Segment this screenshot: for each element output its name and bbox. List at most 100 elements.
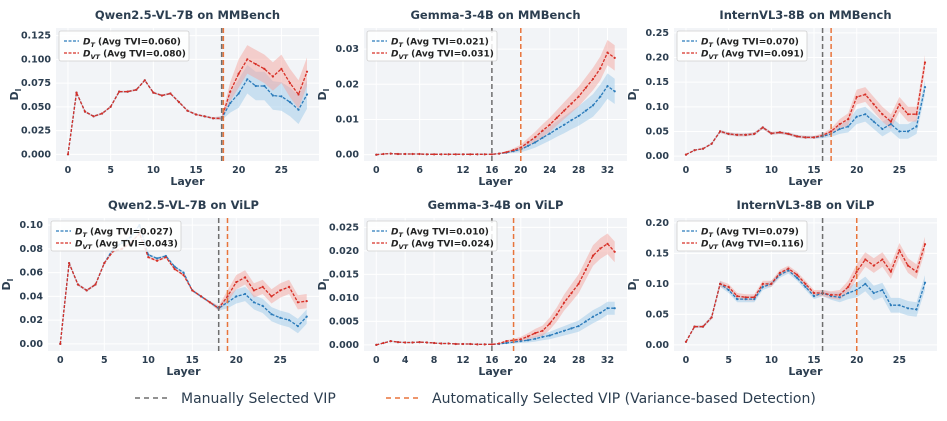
data-point (599, 67, 602, 70)
data-point (736, 295, 739, 298)
legend-entry-text: (Avg TVI=0.043) (92, 240, 178, 250)
data-point (872, 291, 875, 295)
y-tick-label: 0.025 (21, 126, 51, 137)
data-point (244, 276, 247, 279)
data-point (693, 149, 696, 152)
data-point (182, 273, 185, 277)
legend-box (676, 30, 808, 62)
data-point (505, 341, 508, 345)
data-point (787, 267, 790, 270)
legend-entry-text: (Avg TVI=0.010) (403, 228, 489, 238)
data-point (577, 114, 580, 118)
data-point (555, 116, 559, 119)
x-tick-label: 25 (893, 355, 906, 366)
legend-entry-subscript: VT (398, 243, 408, 251)
data-point (425, 153, 428, 156)
data-point (433, 153, 436, 156)
data-point (613, 307, 616, 310)
data-point (483, 343, 486, 346)
legend-entry-text: (Avg TVI=0.060) (95, 38, 181, 48)
data-point (881, 288, 884, 292)
data-point (915, 270, 918, 273)
y-tick-label: 0.10 (20, 220, 44, 231)
data-point (469, 153, 472, 156)
data-point (736, 298, 739, 301)
data-point (263, 84, 266, 88)
data-point (160, 94, 163, 97)
y-axis-label-sub: l (322, 278, 331, 281)
x-tick-label: 5 (101, 355, 108, 366)
y-tick-label: 0.00 (646, 151, 670, 162)
y-tick-label: 0.000 (21, 149, 51, 160)
y-axis-label: Dl (8, 88, 23, 100)
series-band-d-vt (68, 45, 307, 155)
data-point (541, 129, 544, 132)
data-point (103, 262, 106, 265)
data-point (235, 295, 238, 298)
data-point (599, 95, 602, 98)
y-tick-label: 0.000 (329, 340, 359, 351)
data-point (577, 95, 580, 98)
data-point (229, 102, 232, 105)
legend-entry-d-t: DT (Avg TVI=0.021) (391, 38, 489, 50)
chart-title: Gemma-3-4B on MMBench (410, 8, 580, 22)
legend-entry-d-vt: DVT (Avg TVI=0.116) (701, 240, 804, 252)
data-point (305, 70, 309, 73)
data-point (570, 292, 573, 295)
x-axis-label: Layer (478, 365, 513, 378)
series-band-d-vt (686, 236, 925, 342)
data-point (599, 311, 602, 314)
data-point (847, 291, 850, 295)
chart-title: Qwen2.5-VL-7B on MMBench (95, 8, 280, 22)
data-point (246, 58, 249, 61)
y-tick-label: 0.01 (336, 114, 359, 125)
data-point (476, 343, 479, 346)
legend-entry-text: (Avg TVI=0.070) (713, 38, 799, 48)
y-axis-label: Dl (626, 278, 641, 290)
data-point (280, 95, 283, 98)
data-point (375, 343, 378, 346)
data-point (305, 315, 308, 318)
data-point (263, 67, 266, 70)
data-point (156, 257, 159, 260)
legend-entry-text: (Avg TVI=0.027) (87, 228, 173, 238)
legend-entry-symbol: D (701, 240, 709, 250)
data-point (59, 342, 62, 345)
data-point (271, 94, 274, 97)
series-line-d-vt (376, 51, 616, 156)
data-point (744, 133, 747, 136)
legend-entry-subscript: VT (82, 243, 92, 251)
data-point (534, 141, 537, 144)
data-point (389, 340, 392, 343)
legend-entry-d-vt: DVT (Avg TVI=0.091) (701, 50, 804, 62)
data-point (297, 108, 300, 111)
legend-entry-d-vt: DVT (Avg TVI=0.031) (391, 50, 494, 62)
series-band-d-vt (376, 233, 615, 345)
data-point (606, 85, 609, 88)
data-point (541, 335, 544, 338)
data-point (237, 92, 240, 95)
data-point (261, 285, 264, 288)
x-axis-label: Layer (166, 365, 201, 378)
data-point (288, 101, 292, 104)
y-tick-label: 0.25 (646, 28, 669, 39)
data-point (76, 283, 79, 286)
data-point (83, 110, 87, 113)
x-tick-label: 10 (765, 355, 779, 366)
legend-entry-subscript: T (708, 41, 713, 49)
y-tick-label: 0.00 (336, 150, 360, 161)
x-tick-label: 5 (725, 355, 732, 366)
x-tick-label: 24 (543, 165, 557, 176)
data-point (498, 342, 501, 345)
data-point (389, 152, 392, 155)
data-point (182, 271, 185, 274)
y-axis-label-sub: l (6, 278, 15, 281)
data-point (505, 151, 508, 154)
legend-entry-subscript: T (398, 231, 403, 239)
data-point (719, 130, 722, 133)
data-point (915, 308, 918, 311)
x-tick-label: 8 (431, 355, 438, 366)
data-point (744, 296, 747, 299)
data-point (246, 78, 249, 81)
